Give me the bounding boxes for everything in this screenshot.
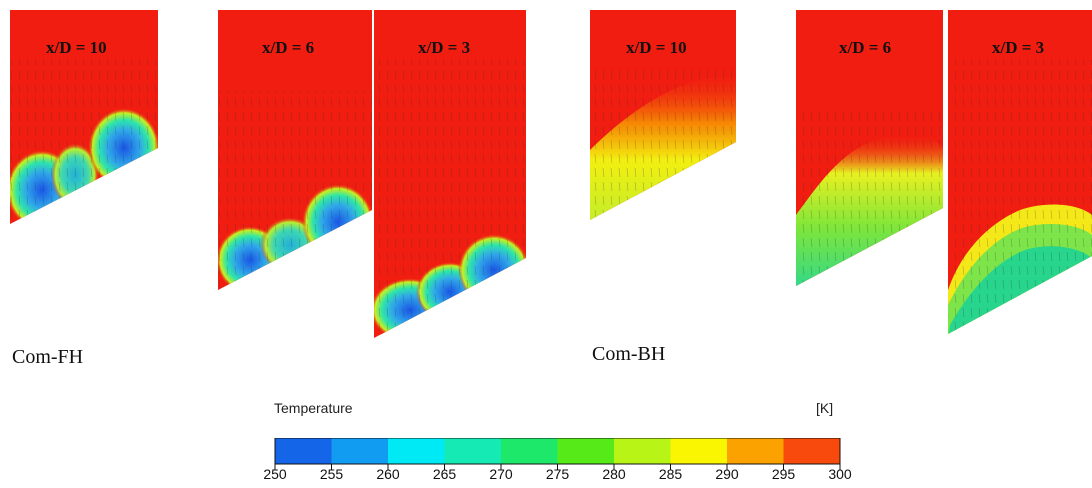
- colorbar-segment: [783, 438, 841, 464]
- colorbar-segment: [670, 438, 728, 464]
- colorbar-tick-label: 275: [545, 466, 570, 482]
- case-label-bh: Com-BH: [592, 343, 666, 365]
- panel-label-fh-x3: x/D = 3: [418, 38, 471, 57]
- colorbar-tick-label: 270: [489, 466, 513, 482]
- colorbar-segment: [331, 438, 389, 464]
- colorbar-tick-label: 285: [658, 466, 683, 482]
- panel-bh-x3: [948, 10, 1092, 334]
- colorbar-segment: [727, 438, 784, 464]
- colorbar-segment: [275, 438, 332, 464]
- colorbar-tick-label: 255: [319, 466, 344, 482]
- colorbar-segment: [388, 438, 445, 464]
- colorbar-tick-label: 265: [432, 466, 457, 482]
- colorbar-tick-label: 300: [828, 466, 852, 482]
- colorbar-segment: [444, 438, 502, 464]
- panel-label-bh-x3: x/D = 3: [992, 38, 1045, 57]
- contour-panels: [10, 10, 1092, 338]
- panel-label-fh-x10: x/D = 10: [46, 38, 107, 57]
- case-label-fh: Com-FH: [12, 346, 84, 368]
- colorbar-tick-label: 260: [376, 466, 400, 482]
- colorbar-segment: [614, 438, 671, 464]
- legend-colorbar: [274, 438, 841, 470]
- colorbar-tick-label: 250: [263, 466, 287, 482]
- legend-unit: [K]: [816, 400, 834, 416]
- panel-label-bh-x10: x/D = 10: [626, 38, 687, 57]
- legend-title: Temperature: [274, 400, 353, 416]
- panel-fh-x3: [374, 10, 526, 338]
- colorbar-tick-label: 295: [771, 466, 796, 482]
- temperature-legend: Temperature [K] 250 255 260 265 270 275 280 285…: [250, 398, 851, 482]
- colorbar-segment: [557, 438, 615, 464]
- panel-label-bh-x6: x/D = 6: [839, 38, 892, 57]
- panel-label-fh-x6: x/D = 6: [262, 38, 315, 57]
- colorbar-tick-label: 280: [602, 466, 626, 482]
- colorbar-segment: [501, 438, 558, 464]
- colorbar-tick-label: 290: [715, 466, 739, 482]
